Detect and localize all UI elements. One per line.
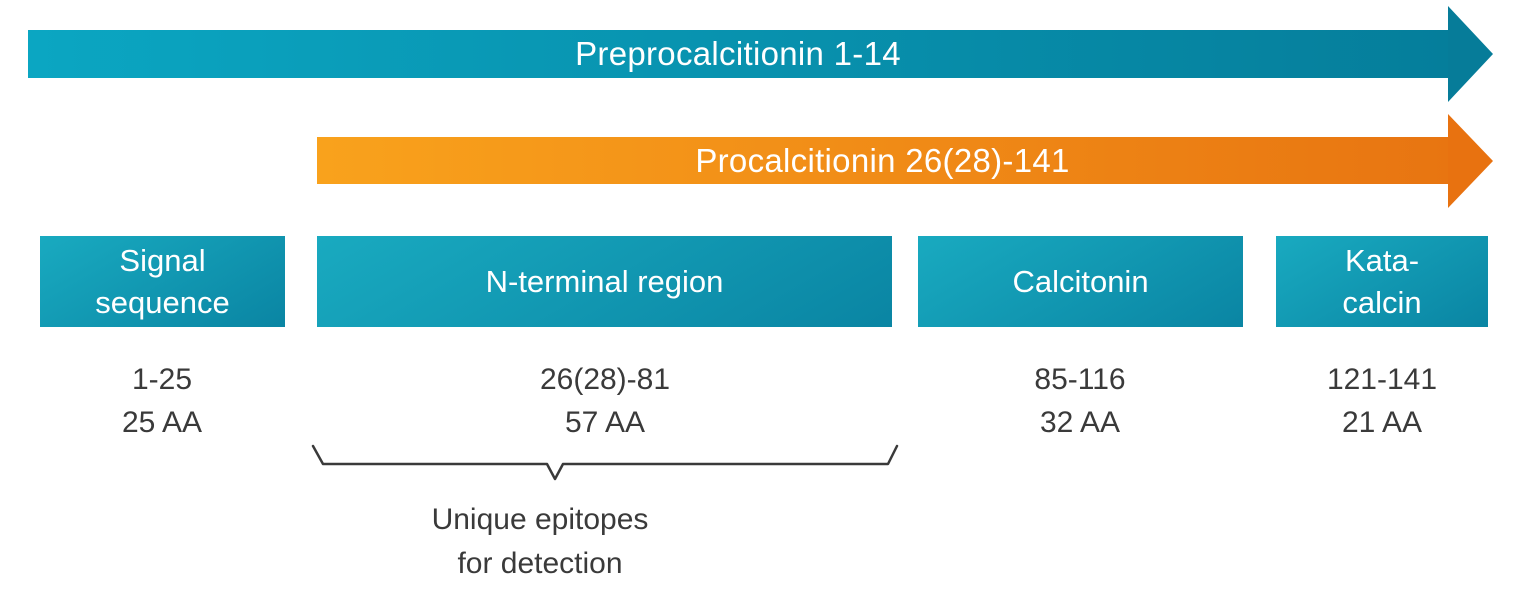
segment-box-n-terminal-region: N-terminal region bbox=[317, 236, 892, 327]
segment-label: Signal bbox=[119, 242, 206, 278]
preprocalcitonin-arrow: Preprocalcitionin 1-14 bbox=[28, 30, 1448, 78]
residue-range: 26(28)-81 bbox=[539, 363, 671, 396]
preprocalcitonin-arrowhead-icon bbox=[1448, 6, 1493, 102]
range-label-katacalcin: 121-141 21 AA bbox=[1232, 358, 1532, 444]
procalcitonin-arrow: Procalcitionin 26(28)-141 bbox=[317, 137, 1448, 184]
residue-range: 1-25 bbox=[131, 363, 193, 396]
brace bbox=[311, 444, 899, 481]
segment-label: Calcitonin bbox=[1012, 263, 1149, 299]
annotation-line: for detection bbox=[457, 547, 623, 580]
aa-length: 57 AA bbox=[564, 406, 646, 439]
segment-box-katacalcin: Kata- calcin bbox=[1276, 236, 1488, 327]
segment-box-calcitonin: Calcitonin bbox=[918, 236, 1243, 327]
procalcitonin-arrowhead-icon bbox=[1448, 114, 1493, 208]
unique-epitopes-annotation: Unique epitopes for detection bbox=[340, 498, 740, 586]
aa-length: 32 AA bbox=[1039, 406, 1121, 439]
segment-label: calcin bbox=[1342, 284, 1422, 320]
segment-label: Kata- bbox=[1344, 242, 1420, 278]
range-label-calcitonin: 85-116 32 AA bbox=[930, 358, 1230, 444]
segment-label: N-terminal region bbox=[485, 263, 724, 299]
range-label-signal-sequence: 1-25 25 AA bbox=[12, 358, 312, 444]
aa-length: 25 AA bbox=[121, 406, 203, 439]
range-label-n-terminal-region: 26(28)-81 57 AA bbox=[455, 358, 755, 444]
segment-label: sequence bbox=[95, 284, 230, 320]
preprocalcitonin-arrow-label: Preprocalcitionin 1-14 bbox=[575, 35, 901, 72]
residue-range: 121-141 bbox=[1326, 363, 1438, 396]
annotation-line: Unique epitopes bbox=[431, 503, 649, 536]
segment-box-signal-sequence: Signal sequence bbox=[40, 236, 285, 327]
aa-length: 21 AA bbox=[1341, 406, 1423, 439]
residue-range: 85-116 bbox=[1034, 363, 1126, 396]
procalcitonin-arrow-label: Procalcitionin 26(28)-141 bbox=[695, 141, 1070, 179]
